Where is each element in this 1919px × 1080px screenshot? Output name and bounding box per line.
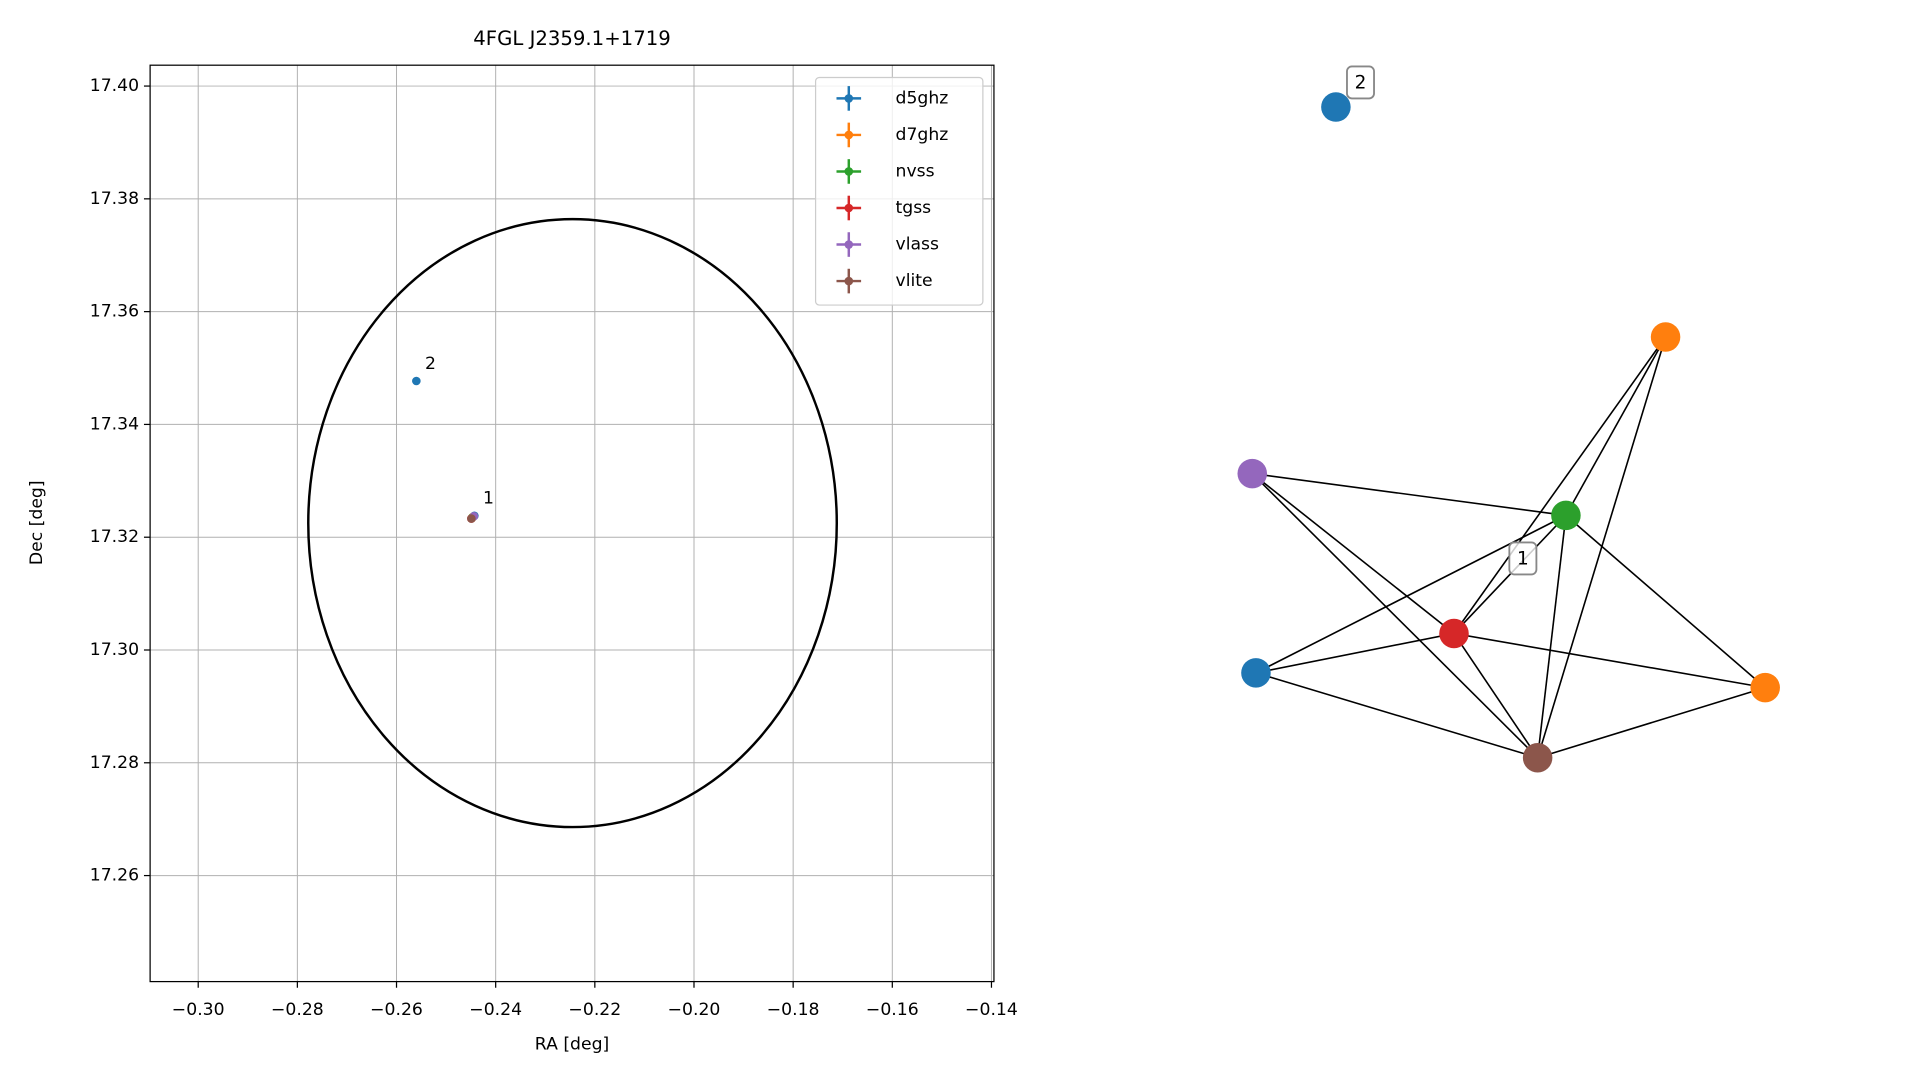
y-tick-label: 17.30 (90, 640, 139, 660)
graph-edge (1453, 632, 1766, 689)
x-tick-label: −0.30 (172, 1000, 225, 1020)
node-label-box (1346, 65, 1375, 100)
x-tick-label: −0.20 (668, 1000, 721, 1020)
data-point (467, 514, 476, 523)
x-tick-label: −0.18 (767, 1000, 820, 1020)
legend-label: tgss (896, 198, 932, 218)
data-point (412, 376, 421, 386)
x-tick-label: −0.26 (370, 1000, 423, 1020)
y-tick-label: 17.38 (90, 189, 139, 209)
graph-edge (1255, 632, 1455, 674)
graph-edge (1536, 515, 1567, 758)
x-tick-label: −0.22 (568, 1000, 621, 1020)
legend-marker (844, 167, 854, 176)
graph-edge (1565, 336, 1667, 516)
legend-marker (844, 240, 854, 249)
legend-marker (844, 276, 854, 286)
x-tick-label: −0.14 (965, 1000, 1018, 1020)
point-annotation: 1 (483, 489, 494, 509)
graph-node (1321, 92, 1351, 122)
y-tick-label: 17.28 (90, 753, 139, 773)
graph-node (1650, 322, 1681, 352)
legend-label: nvss (896, 161, 935, 181)
graph-edge (1453, 514, 1567, 635)
x-tick-label: −0.16 (866, 1000, 919, 1020)
graph-edge (1565, 514, 1766, 689)
graph-edge (1536, 336, 1667, 758)
x-axis-label: RA [deg] (535, 1034, 609, 1054)
y-tick-label: 17.36 (90, 302, 139, 322)
legend-marker (844, 94, 854, 103)
point-annotation: 2 (425, 354, 436, 374)
legend-label: d7ghz (896, 125, 949, 145)
graph-node (1237, 458, 1268, 489)
y-tick-label: 17.32 (90, 527, 139, 547)
graph-edge (1453, 633, 1539, 759)
x-tick-label: −0.24 (469, 1000, 522, 1020)
graph-edge (1537, 686, 1766, 759)
y-axis-label: Dec [deg] (27, 480, 47, 565)
legend-marker (844, 203, 854, 213)
graph-edge (1252, 472, 1567, 517)
graph-node (1551, 500, 1581, 531)
node-label: 1 (1517, 549, 1529, 570)
graph-node (1241, 658, 1271, 688)
graph-edge (1251, 473, 1539, 759)
node-label: 2 (1355, 73, 1367, 94)
graph-edge (1255, 672, 1538, 759)
plot-frame (149, 64, 995, 983)
graph-edge (1453, 336, 1667, 634)
node-label-box (1508, 541, 1538, 576)
y-tick-label: 17.40 (90, 76, 139, 96)
graph-node (1439, 618, 1469, 649)
graph-node (1522, 742, 1553, 773)
y-tick-label: 17.26 (90, 866, 139, 886)
legend-marker (844, 130, 854, 140)
legend-label: vlite (896, 271, 933, 291)
graph-edge (1251, 472, 1455, 635)
legend-label: d5ghz (896, 88, 949, 108)
graph-node (1750, 672, 1780, 703)
chart-title: 4FGL J2359.1+1719 (473, 27, 670, 50)
x-tick-label: −0.28 (271, 1000, 324, 1020)
y-tick-label: 17.34 (90, 414, 139, 434)
legend-label: vlass (896, 235, 939, 255)
error-ellipse (307, 217, 839, 829)
